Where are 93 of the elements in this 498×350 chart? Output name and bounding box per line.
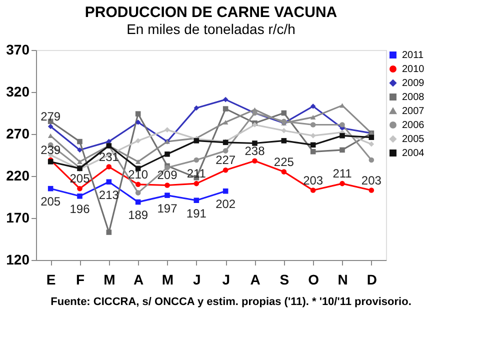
point (48, 124, 54, 130)
y-tick-label: 270 (6, 126, 30, 142)
y-tick-label: 370 (6, 42, 30, 58)
point (77, 159, 82, 164)
y-tick-label: 220 (6, 168, 30, 184)
x-tick-label: A (134, 272, 144, 288)
point (135, 182, 141, 188)
legend-label: 2004 (402, 148, 425, 159)
data-label: 203 (361, 173, 382, 188)
point (164, 192, 170, 198)
point (281, 138, 287, 144)
chart-subtitle: En miles de toneladas r/c/h (126, 21, 296, 37)
legend-label: 2007 (402, 106, 425, 117)
point (368, 188, 374, 193)
x-tick-label: E (46, 272, 56, 288)
data-label: 191 (186, 206, 207, 220)
point (340, 180, 345, 186)
point (222, 167, 228, 173)
point (368, 134, 374, 140)
data-label: 202 (216, 197, 236, 212)
point (164, 127, 170, 132)
point (340, 147, 345, 153)
x-tick-label: O (308, 272, 320, 288)
data-label: 209 (157, 168, 178, 182)
point (340, 133, 345, 138)
point (310, 188, 316, 193)
point (135, 138, 141, 144)
legend-label: 2008 (402, 92, 425, 103)
point (368, 157, 374, 163)
point (106, 230, 112, 235)
x-tick-label: F (76, 272, 85, 288)
data-label: 189 (128, 208, 148, 222)
point (222, 120, 228, 125)
data-label: 225 (274, 154, 294, 169)
data-label: 210 (128, 167, 148, 182)
point (310, 104, 316, 109)
legend-label: 2011 (402, 50, 424, 61)
point (77, 186, 82, 192)
x-tick-label: J (222, 272, 230, 288)
point (194, 180, 200, 186)
point (194, 105, 200, 111)
y-tick-label: 170 (6, 210, 30, 226)
y-tick-label: 120 (6, 252, 30, 268)
y-tick-label: 320 (6, 84, 30, 100)
point (310, 114, 316, 120)
point (252, 140, 258, 146)
point (340, 103, 345, 108)
x-tick-label: S (280, 272, 290, 288)
point (194, 198, 200, 204)
data-label: 203 (303, 173, 324, 188)
data-label: 197 (157, 201, 178, 216)
point (77, 194, 82, 199)
point (106, 164, 112, 170)
data-label: 279 (40, 109, 61, 124)
x-tick-label: J (193, 272, 201, 288)
point (222, 188, 228, 194)
data-label: 238 (244, 144, 266, 158)
point (164, 182, 170, 188)
point (135, 190, 141, 196)
x-tick-label: M (162, 272, 174, 288)
x-tick-label: D (366, 272, 377, 288)
x-tick-label: N (338, 272, 348, 288)
point (252, 158, 258, 164)
point (135, 159, 141, 164)
x-tick-label: M (104, 272, 116, 288)
chart-title: PRODUCCION DE CARNE VACUNA (84, 4, 338, 21)
source-note: Fuente: CICCRA, s/ ONCCA y estim. propias ('11). * '10/'11 provisorio. (50, 296, 412, 308)
point (310, 148, 316, 154)
point (340, 122, 345, 128)
point (194, 157, 200, 163)
data-label: 211 (332, 166, 352, 181)
data-label: 231 (98, 150, 120, 164)
data-label: 205 (40, 194, 61, 209)
legend-label: 2006 (402, 120, 425, 131)
point (222, 96, 228, 102)
point (106, 179, 112, 185)
data-label: 239 (40, 143, 61, 158)
data-label: 227 (216, 153, 236, 168)
legend-label: 2010 (402, 64, 425, 75)
point (281, 128, 287, 134)
point (222, 148, 228, 154)
point (368, 141, 374, 147)
point (281, 169, 287, 174)
point (135, 111, 141, 116)
x-tick-label: A (250, 272, 260, 288)
legend-label: 2005 (402, 134, 425, 145)
point (164, 152, 170, 157)
point (222, 106, 228, 112)
point (77, 138, 82, 144)
data-label: 205 (70, 172, 90, 186)
data-label: 196 (70, 202, 90, 216)
point (310, 122, 316, 128)
legend-label: 2009 (402, 78, 425, 89)
